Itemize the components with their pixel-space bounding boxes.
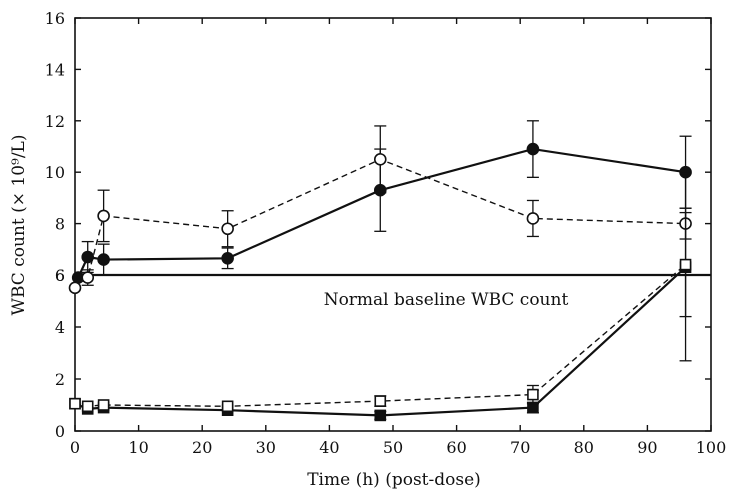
x-tick-label: 70 <box>510 438 530 457</box>
data-point <box>97 209 110 223</box>
data-point <box>81 271 95 284</box>
x-tick-label: 50 <box>383 438 403 457</box>
x-tick-label: 0 <box>70 438 80 457</box>
data-point <box>679 258 692 271</box>
data-point <box>97 253 110 266</box>
series-line <box>77 147 686 279</box>
data-point <box>526 212 540 225</box>
y-tick-label: 4 <box>55 318 65 337</box>
data-point <box>374 409 387 422</box>
y-axis-label: WBC count (× 10⁹/L) <box>9 135 29 316</box>
data-point <box>527 388 539 401</box>
series-0 <box>71 120 692 284</box>
data-point <box>373 153 387 166</box>
x-tick-label: 20 <box>192 438 212 457</box>
x-tick-label: 60 <box>446 438 466 457</box>
x-tick-label: 90 <box>637 438 657 457</box>
data-point <box>81 250 95 264</box>
data-point <box>81 400 94 413</box>
x-tick-label: 30 <box>256 438 276 457</box>
data-point <box>97 399 110 411</box>
data-point <box>374 395 387 407</box>
series-line <box>74 264 687 408</box>
plot-frame <box>74 17 712 432</box>
y-tick-label: 2 <box>55 370 65 389</box>
data-point <box>221 400 234 413</box>
data-point <box>221 251 234 265</box>
y-tick-label: 6 <box>55 266 65 285</box>
y-tick-label: 14 <box>45 60 65 79</box>
series-layer <box>68 120 692 422</box>
data-point <box>526 142 540 156</box>
series-3 <box>69 211 692 413</box>
data-point <box>221 222 234 236</box>
y-tick-label: 12 <box>45 112 65 131</box>
axes <box>74 17 712 432</box>
y-tick-label: 10 <box>45 163 65 182</box>
x-axis-label: Time (h) (post-dose) <box>307 470 481 490</box>
baseline-annotation: Normal baseline WBC count <box>324 290 569 310</box>
x-tick-label: 40 <box>319 438 339 457</box>
data-point <box>68 281 82 295</box>
x-tick-label: 80 <box>574 438 594 457</box>
series-1 <box>68 125 692 295</box>
y-tick-label: 0 <box>55 422 65 441</box>
y-tick-label: 16 <box>45 9 65 28</box>
x-tick-label: 100 <box>696 438 727 457</box>
data-point <box>69 397 81 410</box>
x-tick-label: 10 <box>128 438 148 457</box>
y-tick-label: 6 <box>55 266 65 285</box>
y-tick-label: 8 <box>55 215 65 234</box>
